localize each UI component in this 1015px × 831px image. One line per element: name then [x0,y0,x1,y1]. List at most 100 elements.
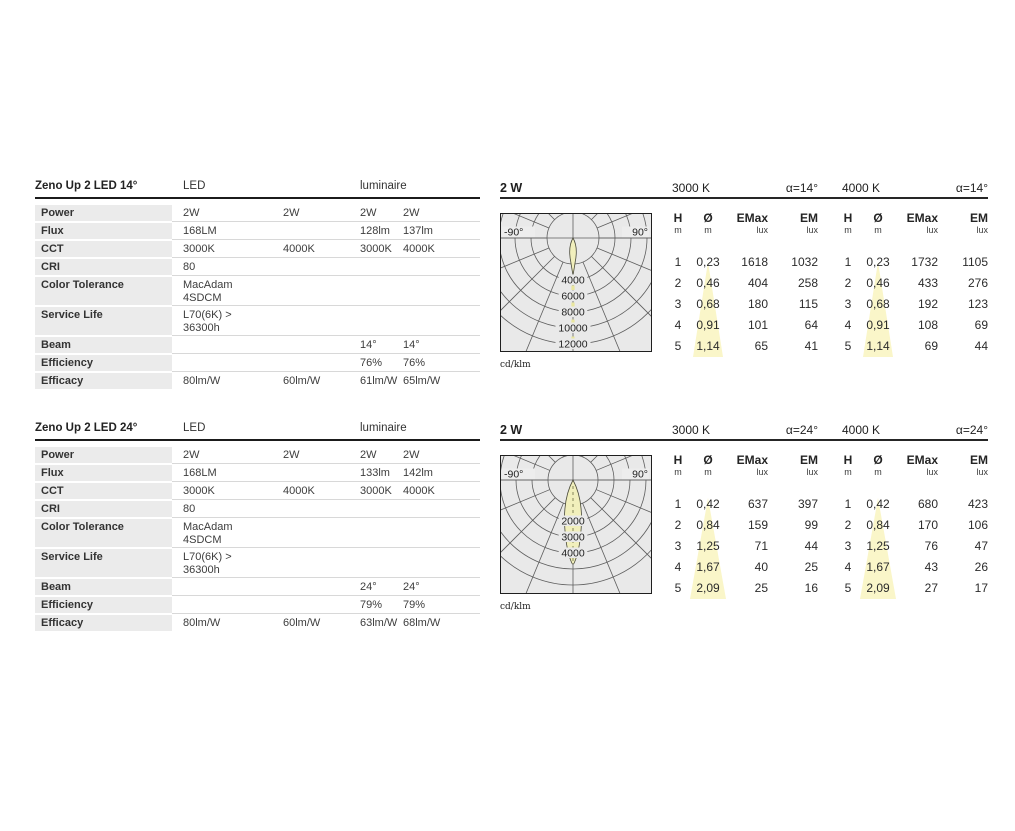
photometry-value: 0,91 [696,318,720,332]
spec-row-label: CCT [35,241,172,257]
photometry-value: 423 [967,497,988,511]
photometry-value: 2 [674,276,682,290]
photometry-value: 192 [917,297,938,311]
ring-label-backing [558,515,588,526]
spec-value: 128lm [360,225,390,237]
spec-row-values: L70(6K) > 36300h [172,307,480,336]
spec-value: 3000K [183,243,215,255]
photometry-value: 47 [974,539,988,553]
photometry-value: 1 [674,497,682,511]
diagram-border [500,213,652,352]
photometry-row: 5 2,09 27 17 [838,578,988,599]
spec-row-values: 80 [172,501,480,518]
spec-row-values: 80 [172,259,480,276]
spec-row-label: CRI [35,259,172,275]
column-unit: lux [756,467,768,477]
spec-row: Power 2W 2W 2W 2W [35,205,480,222]
photometry-value: 1032 [791,255,818,269]
spec-value: 2W [403,449,420,461]
photometry-value: 5 [674,339,682,353]
photometry-value: 99 [804,518,818,532]
spec-value: 79% [403,599,426,611]
photometry-value: 3 [844,297,852,311]
beam-angle-label: α=14° [955,181,988,195]
spec-row: Service Life L70(6K) > 36300h [35,549,480,578]
photometry-row: 2 0,46 404 258 [668,273,818,294]
photometry-value: 258 [797,276,818,290]
ring-label: 6000 [561,291,585,303]
spec-value: 80 [183,503,196,515]
column-header: H [673,453,683,467]
spec-col-led: LED [183,180,206,192]
photometry-value: 106 [967,518,988,532]
polar-chart: 4000 6000 8000 10000 12000 -90° 90° [500,213,652,352]
spec-row-values: 80lm/W 60lm/W 63lm/W 68lm/W [172,615,480,631]
spec-row: Beam 14° 14° [35,337,480,354]
spec-value: 65lm/W [403,375,441,387]
photometry-value: 71 [754,539,768,553]
spec-value: 79% [360,599,383,611]
photometry-value: 1 [844,497,852,511]
spec-row: Efficiency 76% 76% [35,355,480,372]
polar-diagram-plot: 2000 3000 4000 -90° 90° [500,455,652,599]
diagram-unit-label: cd/klm [500,360,531,370]
photometry-value: 65 [754,339,768,353]
spec-value: 142lm [403,467,433,479]
column-unit: lux [926,467,938,477]
spec-value: 168LM [183,225,217,237]
angle-label-backing [502,226,535,238]
spec-row-label: CRI [35,501,172,517]
spec-row-values: 3000K 4000K 3000K 4000K [172,241,480,258]
photometry-row: 4 0,91 101 64 [668,315,818,336]
column-unit: m [874,225,882,235]
spec-value: 24° [360,581,377,593]
polar-diagram-plot: 4000 6000 8000 10000 12000 -90° 90° [500,213,652,357]
column-header: EMax [736,211,768,225]
photometry-value: 180 [747,297,768,311]
spec-row: Efficiency 79% 79% [35,597,480,614]
photometry-value: 76 [924,539,938,553]
spec-value: 2W [403,207,420,219]
ring-label-backing [558,274,588,285]
spec-value: 3000K [360,485,392,497]
spec-title: Zeno Up 2 LED 14° [35,180,138,192]
spec-value: 60lm/W [283,617,321,629]
column-unit: m [874,467,882,477]
spec-value: 3000K [183,485,215,497]
spec-table-header: Zeno Up 2 LED 14° LED luminaire [35,178,480,199]
photometry-value: 26 [974,560,988,574]
photometry-row: 2 0,46 433 276 [838,273,988,294]
photometry-value: 64 [804,318,818,332]
spec-value: 80lm/W [183,617,221,629]
angle-label-backing [622,468,649,480]
spec-value: 60lm/W [283,375,321,387]
photometry-value: 159 [747,518,768,532]
spec-value: 168LM [183,467,217,479]
spec-row-label: Beam [35,579,172,595]
spec-value: 3000K [360,243,392,255]
spec-row-label: Power [35,205,172,221]
ring-label: 10000 [558,323,587,335]
spec-row: Efficacy 80lm/W 60lm/W 63lm/W 68lm/W [35,615,480,631]
photometry-value: 2,09 [696,581,720,595]
photometry-value: 108 [917,318,938,332]
photometry-value: 44 [974,339,988,353]
cct-label: 3000 K [672,181,711,195]
column-unit: m [704,225,712,235]
photometry-value: 25 [754,581,768,595]
spec-table-body: Power 2W 2W 2W 2W Flux 168LM 133lm 142lm CCT 3000K… [35,447,480,631]
photometry-value: 16 [804,581,818,595]
angle-label-backing [502,468,535,480]
photometry-row: 4 1,67 43 26 [838,557,988,578]
photometry-row: 5 1,14 65 41 [668,336,818,357]
angle-label-backing [622,226,649,238]
column-unit: m [704,467,712,477]
grid-ring [501,549,651,586]
grid-ring [501,521,651,570]
column-header: H [673,211,683,225]
ring-label: 4000 [561,275,585,287]
